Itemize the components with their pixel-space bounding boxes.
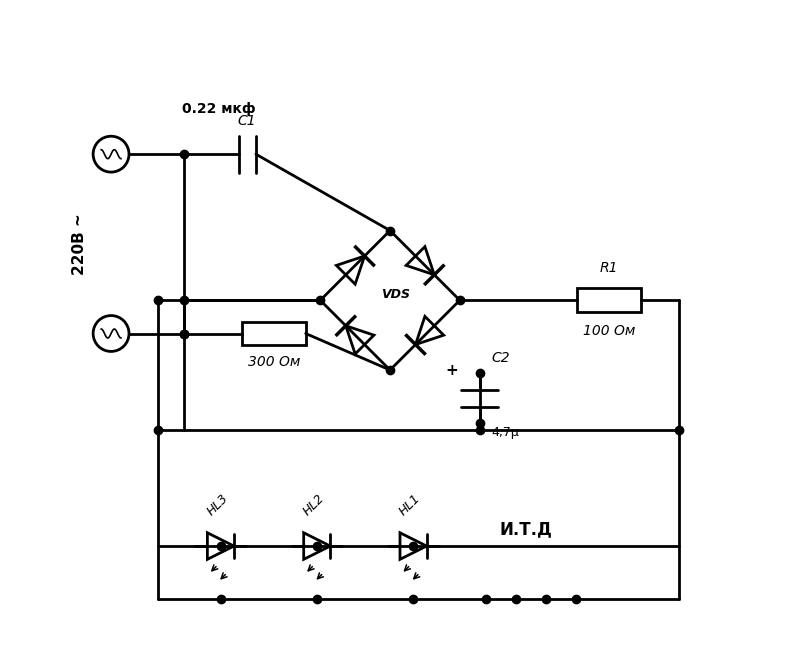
Text: C2: C2	[492, 352, 510, 366]
Bar	[242, 321, 306, 346]
Text: HL3: HL3	[204, 492, 230, 518]
Text: HL1: HL1	[397, 492, 423, 518]
Text: 100 Ом: 100 Ом	[583, 324, 635, 338]
Text: C1: C1	[238, 113, 257, 127]
Text: 0.22 мкф: 0.22 мкф	[182, 102, 256, 116]
Text: HL2: HL2	[301, 492, 327, 518]
Text: И.Т.Д: И.Т.Д	[500, 520, 553, 538]
Text: R1: R1	[600, 261, 618, 275]
Text: 300 Ом: 300 Ом	[248, 356, 300, 370]
Text: VDS: VDS	[381, 288, 410, 301]
Text: 4,7μ: 4,7μ	[492, 426, 519, 440]
Text: 220В ~: 220В ~	[72, 213, 87, 275]
Text: +: +	[446, 363, 458, 378]
Bar	[578, 288, 641, 312]
